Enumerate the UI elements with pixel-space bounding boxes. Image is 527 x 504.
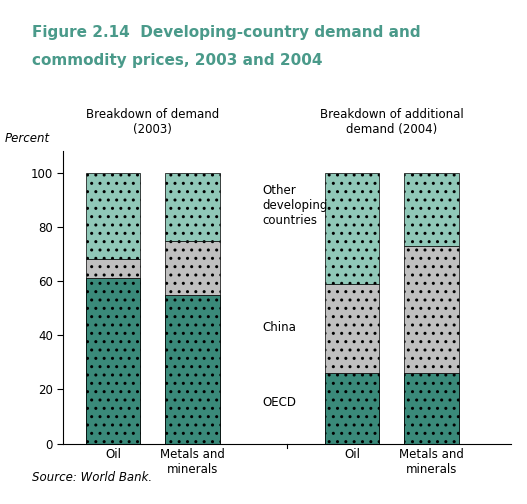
Text: Source: World Bank.: Source: World Bank.	[32, 471, 152, 484]
Bar	[165, 295, 220, 444]
Bar	[85, 173, 140, 260]
Bar	[404, 373, 459, 444]
Bar	[85, 278, 140, 444]
Text: OECD: OECD	[262, 397, 296, 409]
Bar	[325, 284, 379, 373]
Bar	[165, 173, 220, 240]
Bar	[325, 173, 379, 284]
Bar	[404, 373, 459, 444]
Bar	[165, 295, 220, 444]
Text: commodity prices, 2003 and 2004: commodity prices, 2003 and 2004	[32, 53, 322, 68]
Text: Percent: Percent	[5, 133, 50, 145]
Bar	[325, 373, 379, 444]
Bar	[85, 278, 140, 444]
Text: Breakdown of additional
demand (2004): Breakdown of additional demand (2004)	[320, 108, 464, 136]
Bar	[404, 246, 459, 373]
Bar	[85, 278, 140, 444]
Text: Figure 2.14  Developing-country demand and: Figure 2.14 Developing-country demand an…	[32, 25, 420, 40]
Bar	[85, 260, 140, 278]
Bar	[325, 373, 379, 444]
Text: China: China	[262, 321, 296, 334]
Text: Other
developing
countries: Other developing countries	[262, 184, 328, 227]
Bar	[404, 173, 459, 246]
Bar	[325, 373, 379, 444]
Bar	[165, 295, 220, 444]
Text: Breakdown of demand
(2003): Breakdown of demand (2003)	[86, 108, 219, 136]
Bar	[165, 240, 220, 295]
Bar	[404, 373, 459, 444]
